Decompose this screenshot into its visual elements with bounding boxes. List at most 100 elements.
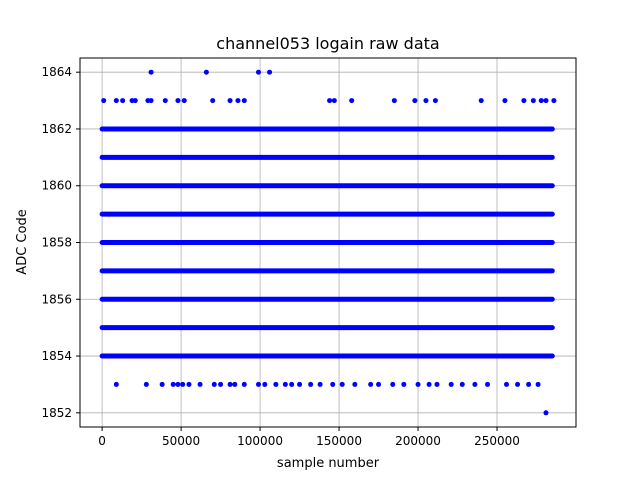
- data-point: [197, 381, 203, 387]
- data-point: [535, 381, 541, 387]
- data-point: [210, 98, 216, 104]
- data-point: [478, 98, 484, 104]
- data-point: [101, 98, 107, 104]
- data-point: [175, 98, 181, 104]
- data-point: [327, 98, 333, 104]
- data-point: [148, 69, 154, 75]
- data-point: [120, 98, 126, 104]
- data-point: [175, 381, 181, 387]
- data-point: [232, 381, 238, 387]
- data-point: [255, 69, 261, 75]
- x-axis-ticks: 0 50000 100000 150000 200000 250000: [98, 427, 520, 448]
- data-point: [186, 381, 192, 387]
- data-point: [113, 381, 119, 387]
- data-band-1856: [99, 296, 555, 302]
- data-band-1857: [99, 268, 555, 274]
- sparse-data-points: [101, 69, 557, 416]
- x-axis-label: sample number: [277, 456, 380, 471]
- data-point: [241, 381, 247, 387]
- y-tick-label: 1858: [41, 236, 72, 250]
- data-band-1862: [99, 126, 555, 132]
- data-point: [515, 381, 521, 387]
- y-tick-label: 1862: [41, 122, 72, 136]
- y-tick-label: 1856: [41, 292, 72, 306]
- data-point: [526, 381, 532, 387]
- data-point: [273, 381, 279, 387]
- data-point: [530, 98, 536, 104]
- y-tick-label: 1860: [41, 179, 72, 193]
- data-point: [241, 98, 247, 104]
- data-point: [162, 98, 168, 104]
- data-band-1861: [99, 154, 555, 160]
- data-point: [289, 381, 295, 387]
- data-point: [423, 98, 429, 104]
- data-point: [227, 381, 233, 387]
- data-point: [352, 381, 358, 387]
- data-point: [412, 98, 418, 104]
- y-axis-ticks: 1852 1854 1856 1858 1860 1862 1864: [41, 65, 80, 420]
- data-point: [432, 98, 438, 104]
- chart-title: channel053 logain raw data: [216, 34, 439, 53]
- data-point: [434, 381, 440, 387]
- y-tick-label: 1852: [41, 406, 72, 420]
- x-tick-label: 250000: [474, 434, 520, 448]
- data-point: [282, 381, 288, 387]
- data-band-1855: [99, 325, 555, 331]
- data-point: [538, 98, 544, 104]
- data-point: [218, 381, 224, 387]
- data-band-1860: [99, 183, 555, 189]
- y-tick-label: 1864: [41, 65, 72, 79]
- data-point: [368, 381, 374, 387]
- data-point: [297, 381, 303, 387]
- data-band-1854: [99, 353, 555, 359]
- data-point: [401, 381, 407, 387]
- data-point: [551, 98, 557, 104]
- data-point: [159, 381, 165, 387]
- data-point: [459, 381, 465, 387]
- data-point: [331, 98, 337, 104]
- data-point: [235, 98, 241, 104]
- data-point: [543, 410, 549, 416]
- data-point: [262, 381, 268, 387]
- data-band-1859: [99, 211, 555, 217]
- data-point: [472, 381, 478, 387]
- data-point: [267, 69, 273, 75]
- data-point: [521, 98, 527, 104]
- y-axis-label: ADC Code: [15, 209, 30, 274]
- x-tick-label: 200000: [395, 434, 441, 448]
- data-point: [148, 98, 154, 104]
- data-point: [113, 98, 119, 104]
- x-tick-label: 0: [98, 434, 106, 448]
- data-point: [181, 98, 187, 104]
- data-point: [170, 381, 176, 387]
- x-tick-label: 150000: [316, 434, 362, 448]
- data-point: [227, 98, 233, 104]
- data-point: [390, 381, 396, 387]
- data-point: [143, 381, 149, 387]
- data-point: [132, 98, 138, 104]
- data-point: [502, 98, 508, 104]
- data-band-1858: [99, 240, 555, 245]
- data-point: [203, 69, 209, 75]
- y-tick-label: 1854: [41, 349, 72, 363]
- data-point: [255, 381, 261, 387]
- data-point: [339, 381, 345, 387]
- data-point: [376, 381, 382, 387]
- x-tick-label: 100000: [237, 434, 283, 448]
- data-point: [415, 381, 421, 387]
- data-point: [503, 381, 509, 387]
- data-point: [211, 381, 217, 387]
- data-point: [391, 98, 397, 104]
- dense-data-bands: [99, 126, 555, 359]
- data-point: [426, 381, 432, 387]
- data-point: [448, 381, 454, 387]
- data-point: [317, 381, 323, 387]
- data-point: [180, 381, 186, 387]
- data-point: [308, 381, 314, 387]
- data-point: [330, 381, 336, 387]
- data-point: [543, 98, 549, 104]
- x-tick-label: 50000: [162, 434, 200, 448]
- data-point: [485, 381, 491, 387]
- data-point: [349, 98, 355, 104]
